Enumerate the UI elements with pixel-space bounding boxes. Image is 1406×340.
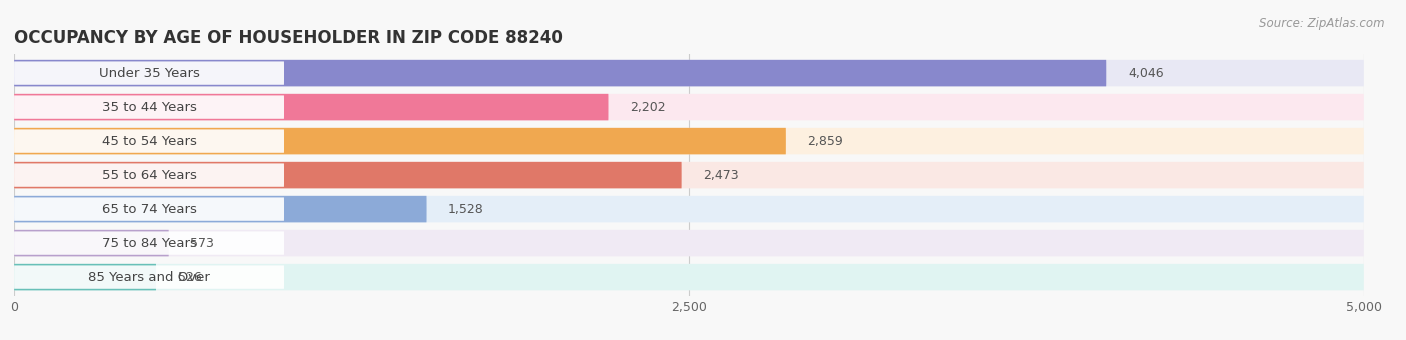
Text: OCCUPANCY BY AGE OF HOUSEHOLDER IN ZIP CODE 88240: OCCUPANCY BY AGE OF HOUSEHOLDER IN ZIP C… bbox=[14, 29, 562, 47]
Text: 75 to 84 Years: 75 to 84 Years bbox=[101, 237, 197, 250]
Text: 4,046: 4,046 bbox=[1128, 67, 1164, 80]
Text: Under 35 Years: Under 35 Years bbox=[98, 67, 200, 80]
FancyBboxPatch shape bbox=[14, 198, 284, 221]
FancyBboxPatch shape bbox=[14, 96, 284, 119]
Text: 573: 573 bbox=[190, 237, 214, 250]
FancyBboxPatch shape bbox=[14, 232, 284, 255]
FancyBboxPatch shape bbox=[14, 164, 284, 187]
FancyBboxPatch shape bbox=[14, 62, 284, 85]
FancyBboxPatch shape bbox=[14, 128, 1364, 154]
Text: 1,528: 1,528 bbox=[449, 203, 484, 216]
FancyBboxPatch shape bbox=[14, 94, 1364, 120]
FancyBboxPatch shape bbox=[14, 162, 682, 188]
Text: 2,473: 2,473 bbox=[703, 169, 740, 182]
FancyBboxPatch shape bbox=[14, 60, 1364, 86]
Text: Source: ZipAtlas.com: Source: ZipAtlas.com bbox=[1260, 17, 1385, 30]
FancyBboxPatch shape bbox=[14, 196, 426, 222]
Text: 526: 526 bbox=[177, 271, 201, 284]
FancyBboxPatch shape bbox=[14, 94, 609, 120]
FancyBboxPatch shape bbox=[14, 230, 1364, 256]
FancyBboxPatch shape bbox=[14, 130, 284, 153]
FancyBboxPatch shape bbox=[14, 266, 284, 289]
Text: 55 to 64 Years: 55 to 64 Years bbox=[101, 169, 197, 182]
FancyBboxPatch shape bbox=[14, 162, 1364, 188]
FancyBboxPatch shape bbox=[14, 196, 1364, 222]
FancyBboxPatch shape bbox=[14, 60, 1107, 86]
Text: 2,859: 2,859 bbox=[807, 135, 844, 148]
FancyBboxPatch shape bbox=[14, 230, 169, 256]
FancyBboxPatch shape bbox=[14, 264, 156, 290]
Text: 35 to 44 Years: 35 to 44 Years bbox=[101, 101, 197, 114]
Text: 45 to 54 Years: 45 to 54 Years bbox=[101, 135, 197, 148]
FancyBboxPatch shape bbox=[14, 128, 786, 154]
FancyBboxPatch shape bbox=[14, 264, 1364, 290]
Text: 65 to 74 Years: 65 to 74 Years bbox=[101, 203, 197, 216]
Text: 2,202: 2,202 bbox=[630, 101, 665, 114]
Text: 85 Years and Over: 85 Years and Over bbox=[89, 271, 209, 284]
